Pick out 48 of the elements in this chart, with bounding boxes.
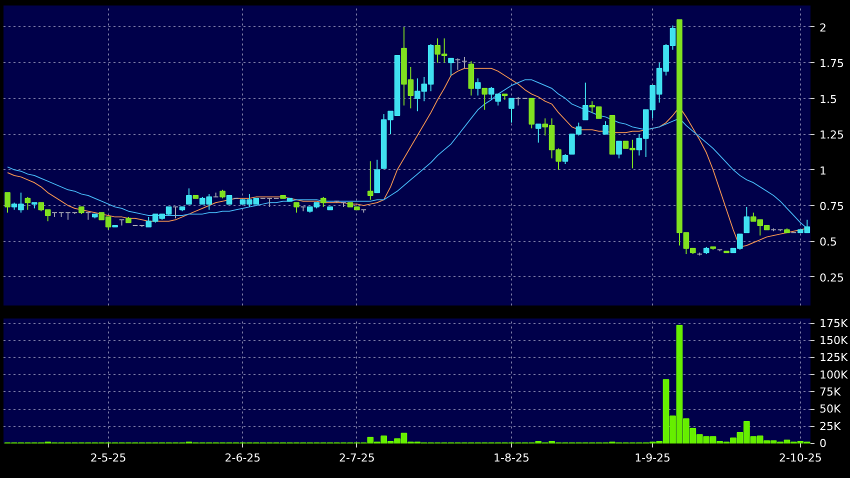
y-tick-label: 50K — [820, 402, 842, 416]
candlestick — [535, 124, 542, 144]
candlestick — [172, 206, 178, 219]
y-tick-label: 100K — [820, 368, 848, 382]
y-tick-label: 0 — [820, 437, 826, 450]
candlestick — [52, 212, 58, 218]
candlestick — [85, 212, 92, 220]
y-tick-label: 0.75 — [820, 200, 844, 213]
y-tick-label: 150K — [820, 334, 848, 347]
y-tick-label: 1 — [820, 164, 826, 178]
candlestick — [744, 206, 750, 234]
y-tick-label: 1.5 — [820, 92, 837, 106]
candlestick — [454, 58, 461, 70]
y-tick-label: 175K — [820, 316, 848, 330]
candlestick — [374, 159, 380, 194]
candlestick — [340, 202, 346, 208]
x-tick-label: 2-6-25 — [224, 452, 261, 464]
candlestick — [65, 212, 71, 220]
x-tick-label: 1-8-25 — [494, 452, 530, 464]
candlestick — [294, 202, 300, 214]
y-tick-label: 1.25 — [820, 128, 844, 142]
candlestick — [616, 140, 622, 159]
x-tick-label: 1-9-25 — [634, 452, 671, 464]
y-tick-label: 125K — [820, 351, 848, 364]
candlestick — [4, 192, 10, 214]
candlestick — [58, 212, 64, 218]
candlestick — [582, 82, 588, 120]
candlestick — [602, 120, 608, 135]
x-tick-label: 2-10-25 — [778, 452, 822, 464]
y-tick-label: 25K — [820, 420, 842, 433]
candlestick — [448, 58, 454, 76]
x-tick-label: 2-5-25 — [90, 452, 126, 464]
candlestick — [508, 98, 514, 124]
candlestick — [482, 88, 488, 110]
candlestick — [562, 154, 568, 165]
y-tick-label: 75K — [820, 385, 842, 398]
x-tick-label: 2-7-25 — [338, 452, 375, 464]
candlestick — [320, 196, 326, 208]
candlestick — [186, 188, 192, 205]
y-tick-label: 0.25 — [820, 271, 844, 284]
candlestick — [474, 78, 481, 96]
candlestick — [462, 56, 468, 69]
y-tick-label: 2 — [820, 21, 826, 34]
y-tick-label: 1.75 — [820, 57, 844, 70]
candlestick — [24, 196, 31, 210]
y-tick-label: 0.5 — [820, 236, 837, 249]
candlestick — [212, 192, 219, 198]
candlestick — [367, 160, 374, 200]
